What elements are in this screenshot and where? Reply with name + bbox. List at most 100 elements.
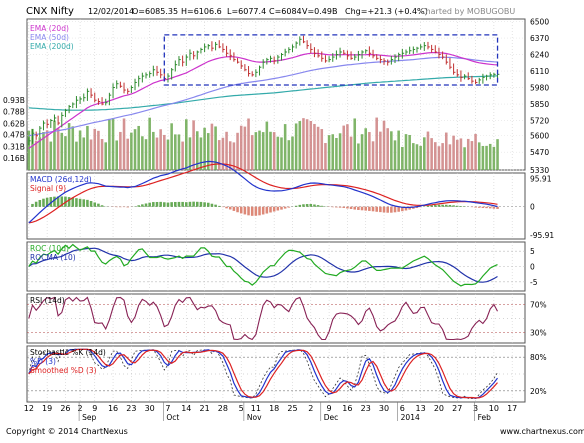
- rsi-tick-label: 70%: [530, 301, 547, 310]
- volume-bar: [141, 136, 144, 170]
- price-tick-label: 6370: [530, 34, 549, 43]
- volume-bar: [53, 121, 56, 170]
- header-low: L=6077.4: [227, 7, 266, 16]
- volume-bar: [145, 139, 148, 170]
- macd-histogram-bar: [317, 205, 320, 207]
- volume-bar: [342, 126, 345, 170]
- volume-bar: [375, 118, 378, 170]
- volume-bar: [291, 137, 294, 170]
- volume-bar: [401, 147, 404, 170]
- volume-bar: [189, 137, 192, 170]
- x-tick-label: 5: [239, 404, 244, 413]
- volume-bar: [313, 124, 316, 170]
- price-tick-label: 5850: [530, 100, 549, 109]
- volume-bar: [456, 140, 459, 170]
- macd-histogram-bar: [196, 202, 199, 207]
- volume-bar: [90, 139, 93, 170]
- macd-histogram-bar: [320, 206, 323, 207]
- volume-bar: [126, 139, 129, 170]
- volume-bar: [273, 132, 276, 170]
- volume-bar: [460, 138, 463, 170]
- x-tick-label: 6: [400, 404, 405, 413]
- volume-bar: [335, 138, 338, 170]
- volume-bar: [148, 118, 151, 170]
- macd-histogram-bar: [441, 205, 444, 207]
- volume-bar: [64, 136, 67, 170]
- volume-bar: [386, 128, 389, 170]
- volume-bar: [251, 135, 254, 170]
- macd-histogram-bar: [331, 207, 334, 208]
- volume-bar: [320, 129, 323, 170]
- volume-bar: [181, 142, 184, 170]
- month-label: Oct: [166, 413, 179, 422]
- volume-bar: [277, 137, 280, 170]
- x-tick-label: 10: [489, 404, 499, 413]
- brand-text: www.chartnexus.com: [500, 427, 584, 436]
- macd-histogram-bar: [478, 207, 481, 208]
- macd-histogram-bar: [375, 207, 378, 212]
- macd-histogram-bar: [302, 204, 305, 206]
- macd-histogram-bar: [218, 206, 221, 207]
- macd-histogram-bar: [244, 207, 247, 215]
- volume-bar: [115, 140, 118, 170]
- volume-bar: [361, 134, 364, 170]
- macd-histogram-bar: [493, 207, 496, 209]
- macd-histogram-bar: [189, 202, 192, 207]
- volume-bar: [339, 133, 342, 170]
- x-tick-label: 14: [181, 404, 191, 413]
- macd-histogram-bar: [185, 202, 188, 207]
- macd-histogram-bar: [368, 207, 371, 211]
- macd-histogram-bar: [379, 207, 382, 212]
- roc-tick-label: 5: [530, 247, 535, 256]
- volume-bar: [134, 129, 137, 170]
- volume-bar: [350, 137, 353, 170]
- volume-bar: [310, 121, 313, 170]
- header-open: O=6085.35: [132, 7, 178, 16]
- symbol-title: CNX Nifty: [26, 6, 74, 17]
- volume-bar: [284, 124, 287, 170]
- macd-histogram-bar: [452, 205, 455, 206]
- volume-bar: [71, 126, 74, 170]
- macd-tick-label: 0: [530, 203, 535, 212]
- volume-bar: [423, 137, 426, 170]
- volume-bar: [408, 135, 411, 170]
- x-tick-label: 13: [416, 404, 426, 413]
- macd-histogram-bar: [255, 207, 258, 216]
- volume-bar: [75, 142, 78, 170]
- macd-histogram-bar: [266, 207, 269, 214]
- volume-bar: [331, 134, 334, 170]
- macd-histogram-bar: [174, 202, 177, 207]
- volume-bar: [211, 124, 214, 170]
- macd-histogram-bar: [299, 205, 302, 207]
- volume-bar: [346, 124, 349, 170]
- volume-bar: [170, 123, 173, 170]
- volume-bar: [299, 121, 302, 170]
- macd-histogram-bar: [269, 207, 272, 213]
- macd-histogram-bar: [438, 205, 441, 207]
- macd-histogram-bar: [361, 207, 364, 211]
- charted-by-label: Charted by MOBUGOBU: [420, 7, 515, 16]
- volume-bar: [35, 141, 38, 170]
- volume-tick-label: 0.31B: [3, 143, 25, 152]
- volume-bar: [156, 138, 159, 170]
- volume-bar: [372, 141, 375, 170]
- volume-bar: [397, 131, 400, 170]
- volume-bar: [167, 140, 170, 170]
- macd-histogram-bar: [460, 206, 463, 207]
- macd-histogram-bar: [42, 199, 45, 207]
- x-tick-label: 3: [473, 404, 478, 413]
- volume-bar: [471, 141, 474, 170]
- macd-histogram-bar: [68, 197, 71, 207]
- header-change: Chg=+21.3 (+0.4%): [345, 7, 428, 16]
- volume-bar: [61, 133, 64, 170]
- rocma-legend: ROCMA (10): [30, 253, 76, 262]
- volume-bar: [306, 119, 309, 170]
- macd-histogram-bar: [236, 207, 239, 212]
- volume-bar: [97, 131, 100, 170]
- macd-histogram-bar: [434, 205, 437, 207]
- macd-legend: MACD (26d,12d): [30, 175, 92, 184]
- volume-bar: [419, 146, 422, 170]
- volume-bar: [478, 142, 481, 170]
- volume-bar: [324, 143, 327, 170]
- x-tick-label: 19: [42, 404, 52, 413]
